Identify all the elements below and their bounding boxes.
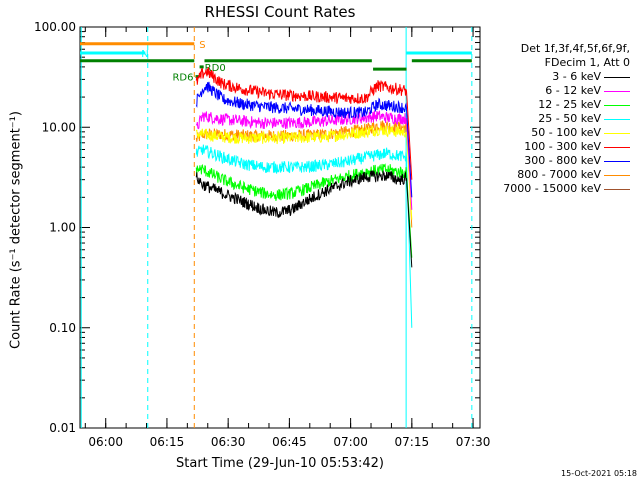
x-tick-label: 06:30: [211, 435, 246, 449]
legend-swatch: [604, 105, 630, 106]
series-line-300-800-kev: [195, 81, 413, 198]
legend-entry-label: 3 - 6 keV: [552, 70, 601, 83]
x-tick-label: 07:00: [333, 435, 368, 449]
legend-entry: 6 - 12 keV: [478, 84, 634, 98]
legend-entry: 50 - 100 keV: [478, 126, 634, 140]
x-tick-label: 07:15: [395, 435, 430, 449]
legend-header-line-2: FDecim 1, Att 0: [544, 56, 630, 69]
y-tick-label: 10.00: [42, 120, 76, 134]
y-tick-label: 0.01: [49, 421, 76, 435]
legend-swatch: [604, 161, 630, 162]
legend-entry-label: 300 - 800 keV: [524, 154, 601, 167]
x-tick-label: 07:30: [456, 435, 491, 449]
legend-entry: 300 - 800 keV: [478, 154, 634, 168]
state-bar-label: RD6: [172, 73, 193, 84]
x-tick-label: 06:45: [272, 435, 307, 449]
legend-swatch: [604, 119, 630, 120]
series-line-25-50-kev: [195, 144, 413, 328]
series-line-100-300-kev: [195, 67, 413, 180]
state-bar-label: RD0: [205, 63, 226, 74]
legend-entry-label: 25 - 50 keV: [538, 112, 601, 125]
legend-swatch: [604, 175, 630, 176]
series-line-3-6-kev: [195, 170, 413, 268]
legend-swatch: [604, 77, 630, 78]
y-tick-label: 1.00: [49, 221, 76, 235]
chart-title: RHESSI Count Rates: [204, 3, 356, 21]
legend-entry: 25 - 50 keV: [478, 112, 634, 126]
x-tick-label: 06:00: [88, 435, 123, 449]
legend-entry: 100 - 300 keV: [478, 140, 634, 154]
generated-timestamp: 15-Oct-2021 05:18: [561, 469, 637, 478]
legend-entry-label: 100 - 300 keV: [524, 140, 601, 153]
y-axis-label: Count Rate (s⁻¹ detector segment⁻¹): [8, 111, 24, 349]
legend-header-line-1: Det 1f,3f,4f,5f,6f,9f,: [520, 42, 630, 55]
y-tick-label: 0.10: [49, 321, 76, 335]
legend-entry-label: 800 - 7000 keV: [517, 168, 601, 181]
legend-entry: 12 - 25 keV: [478, 98, 634, 112]
y-tick-label: 100.00: [34, 20, 76, 34]
legend-swatch: [604, 133, 630, 134]
legend-entry-label: 6 - 12 keV: [545, 84, 601, 97]
legend-entry: 3 - 6 keV: [478, 70, 634, 84]
legend-swatch: [604, 91, 630, 92]
state-bar-label: N: [141, 49, 148, 60]
state-bar-label: S: [199, 40, 205, 51]
series-line-12-25-kev: [195, 163, 413, 258]
legend-entry: 800 - 7000 keV: [478, 168, 634, 182]
legend-entries: 3 - 6 keV 6 - 12 keV 12 - 25 keV 25 - 50 ke…: [478, 70, 634, 196]
legend-entry-label: 7000 - 15000 keV: [503, 182, 601, 195]
legend-swatch: [604, 147, 630, 148]
x-tick-label: 06:15: [150, 435, 185, 449]
plot-frame: [79, 26, 481, 429]
x-axis-label: Start Time (29-Jun-10 05:53:42): [176, 456, 384, 471]
legend-entry-label: 50 - 100 keV: [531, 126, 601, 139]
series-line-6-12-kev: [195, 110, 413, 210]
series-line-50-100-kev: [195, 125, 413, 220]
legend-swatch: [604, 189, 630, 190]
legend-entry-label: 12 - 25 keV: [538, 98, 601, 111]
legend-entry: 7000 - 15000 keV: [478, 182, 634, 196]
legend: Det 1f,3f,4f,5f,6f,9f, FDecim 1, Att 0 3…: [478, 42, 634, 196]
